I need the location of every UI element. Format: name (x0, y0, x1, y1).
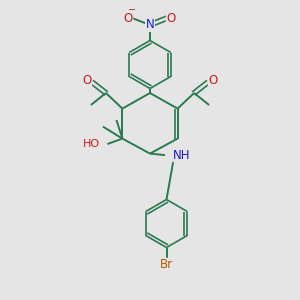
Text: N: N (146, 18, 154, 32)
Text: Br: Br (160, 258, 173, 272)
Text: O: O (208, 74, 217, 87)
Text: NH: NH (173, 148, 190, 162)
Text: HO: HO (83, 139, 100, 149)
Text: O: O (82, 74, 91, 87)
Text: O: O (167, 12, 176, 25)
Text: O: O (124, 12, 133, 25)
Text: −: − (128, 5, 136, 15)
